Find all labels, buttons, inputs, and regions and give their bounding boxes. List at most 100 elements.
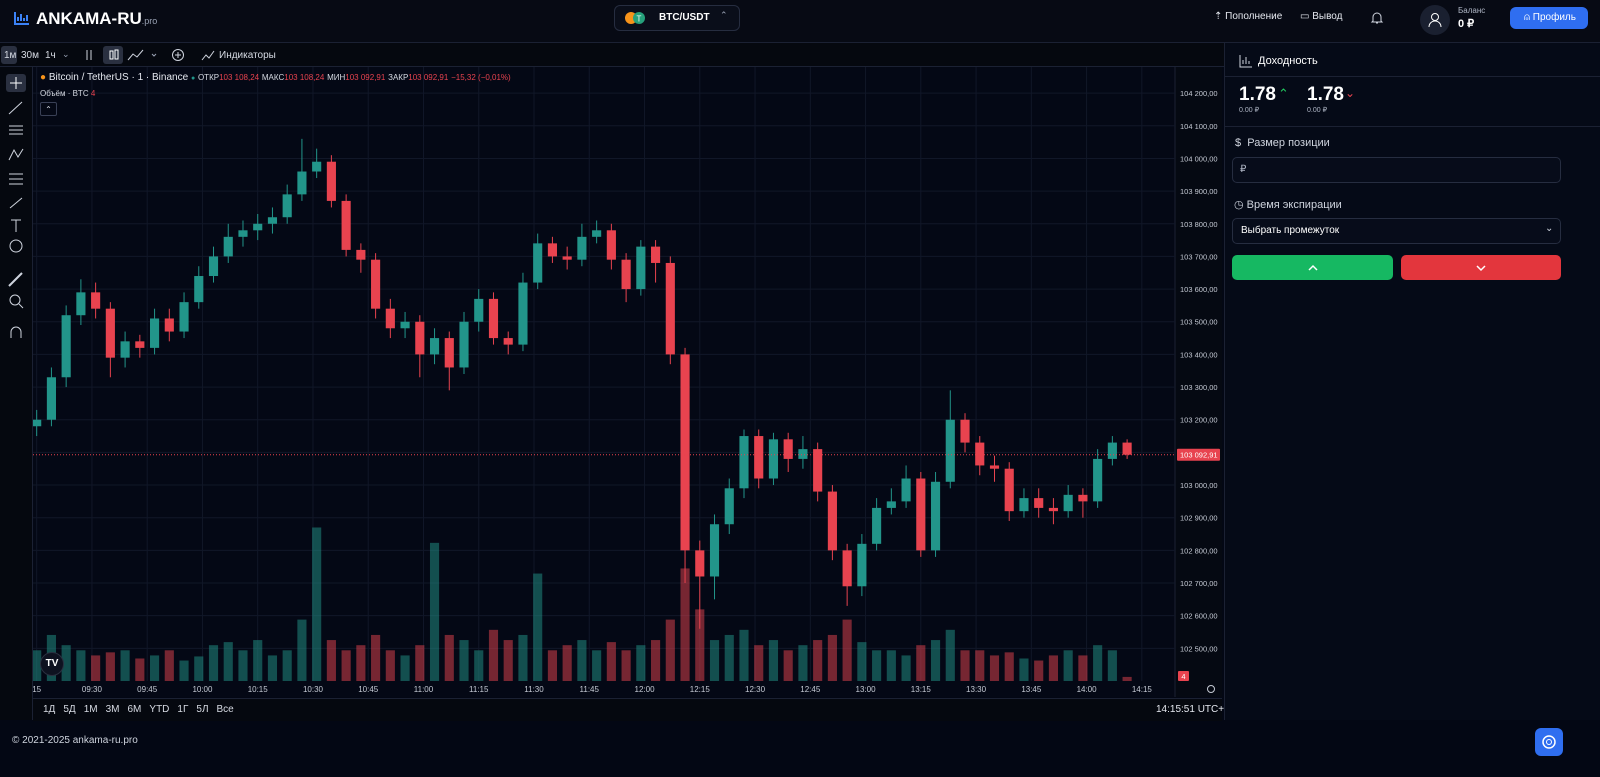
tradingview-logo[interactable]: TV: [40, 652, 64, 676]
tool-icons[interactable]: [6, 74, 26, 344]
range-button[interactable]: 1М: [83, 704, 98, 715]
price-axis: [1175, 67, 1222, 697]
header: [0, 0, 1600, 43]
candle-body: [326, 161, 336, 201]
range-bar: [33, 698, 1222, 721]
candle-body: [488, 298, 499, 339]
expiry-chevron: ⌄: [1545, 223, 1554, 234]
x-tick-label: 13:30: [966, 685, 987, 694]
withdraw-text: Вывод: [1312, 11, 1343, 22]
range-buttons: 1Д 5Д 1М 3М 6М YTD 1Г 5Л Все: [43, 704, 234, 715]
candle-body: [945, 419, 955, 482]
candle-body: [76, 292, 86, 316]
logo-suffix: .pro: [141, 16, 158, 26]
buy-down-button[interactable]: [1401, 255, 1561, 280]
chart-legend: ● Bitcoin / TetherUS · 1 · Binance ● ОТК…: [40, 72, 511, 83]
collapse-button[interactable]: ⌃: [40, 102, 57, 116]
payout-icon: [1239, 55, 1252, 68]
x-tick-label: 11:15: [469, 685, 489, 694]
volume-bar: [724, 634, 734, 681]
candle-body: [960, 419, 970, 443]
range-button[interactable]: 3М: [105, 704, 120, 715]
candle-body: [989, 465, 1000, 469]
x-tick-label: 09:45: [137, 685, 158, 694]
range-button[interactable]: Все: [216, 704, 234, 715]
volume-legend: Объём · BTC 4: [40, 89, 95, 98]
candle-body: [739, 436, 749, 489]
candle-body: [665, 262, 675, 355]
payout-down: 1.78: [1307, 84, 1344, 105]
candle-body: [930, 481, 941, 551]
volume-bar: [695, 609, 705, 681]
range-button[interactable]: 1Д: [43, 704, 56, 715]
range-button[interactable]: 1Г: [177, 704, 189, 715]
legend-label: ОТКР: [197, 73, 220, 82]
y-tick-label: 103 700,00: [1180, 252, 1218, 261]
candle-body: [886, 501, 896, 508]
candle-body: [916, 478, 926, 551]
y-tick-label: 103 500,00: [1180, 318, 1218, 327]
volume-bar: [120, 650, 130, 681]
expiry-select[interactable]: [1232, 218, 1561, 244]
volume-bar: [886, 650, 896, 681]
legend-label: МАКС: [261, 73, 285, 82]
x-tick-label: 12:30: [745, 685, 766, 694]
candle-body: [385, 308, 395, 329]
volume-bar: [282, 650, 292, 681]
range-button[interactable]: 6М: [127, 704, 142, 715]
avatar-icon: [1428, 13, 1442, 28]
deposit-link[interactable]: ⇡ Пополнение: [1214, 11, 1283, 22]
candle-body: [1093, 458, 1103, 502]
support-icon: [1542, 735, 1556, 749]
candle-body: [149, 318, 160, 348]
candle-body: [1122, 442, 1132, 455]
bell-icon[interactable]: [1370, 11, 1384, 25]
volume-bar: [1019, 658, 1029, 681]
candle-body: [415, 321, 425, 355]
candle-body: [1107, 442, 1117, 459]
x-tick-label: 10:30: [303, 685, 324, 694]
interval-button[interactable]: 1ч: [45, 50, 56, 61]
candle-body: [164, 318, 174, 332]
range-button[interactable]: 5Д: [63, 704, 76, 715]
volume-bar: [371, 634, 381, 681]
volume-bar: [253, 640, 263, 681]
volume-bar: [1004, 652, 1014, 681]
volume-bar: [238, 650, 248, 681]
volume-bar: [326, 640, 336, 681]
interval-button[interactable]: 30м: [21, 50, 39, 61]
candle-body: [827, 491, 837, 551]
candle-body: [253, 223, 263, 231]
volume-bar: [356, 645, 366, 681]
last-price-box: [1177, 448, 1220, 461]
volume-bar: [1093, 645, 1103, 681]
indicators-button[interactable]: Индикаторы: [219, 50, 276, 61]
range-button[interactable]: 5Л: [196, 704, 209, 715]
legend-label: МИН: [327, 73, 346, 82]
size-input[interactable]: [1232, 157, 1561, 183]
candle-body: [1078, 494, 1088, 502]
profile-button[interactable]: [1510, 7, 1588, 29]
candle-body: [680, 354, 690, 551]
logo[interactable]: ANKAMA-RU.pro: [36, 9, 157, 29]
range-button[interactable]: YTD: [149, 704, 170, 715]
candle-body: [356, 249, 366, 260]
pair-label: BTC/USDT: [659, 12, 710, 23]
x-tick-label: 15: [33, 685, 42, 694]
volume-bar: [385, 650, 395, 681]
interval-dropdown[interactable]: ⌄: [62, 49, 70, 59]
legend-value: 103 092,91: [408, 73, 449, 82]
candle-body: [429, 338, 440, 355]
withdraw-link[interactable]: ▭ Вывод: [1300, 11, 1343, 22]
support-button[interactable]: [1535, 728, 1563, 756]
market-dot: ●: [190, 75, 196, 82]
volume-bar: [768, 640, 779, 681]
y-tick-label: 103 400,00: [1180, 350, 1218, 359]
symbol-icon: ●: [40, 72, 47, 83]
interval-button[interactable]: 1м: [4, 50, 17, 61]
volume-bar: [562, 645, 572, 681]
candle-body: [533, 243, 543, 283]
volume-bar: [341, 650, 351, 681]
y-tick-label: 103 000,00: [1180, 481, 1218, 490]
candle-body: [901, 478, 911, 502]
